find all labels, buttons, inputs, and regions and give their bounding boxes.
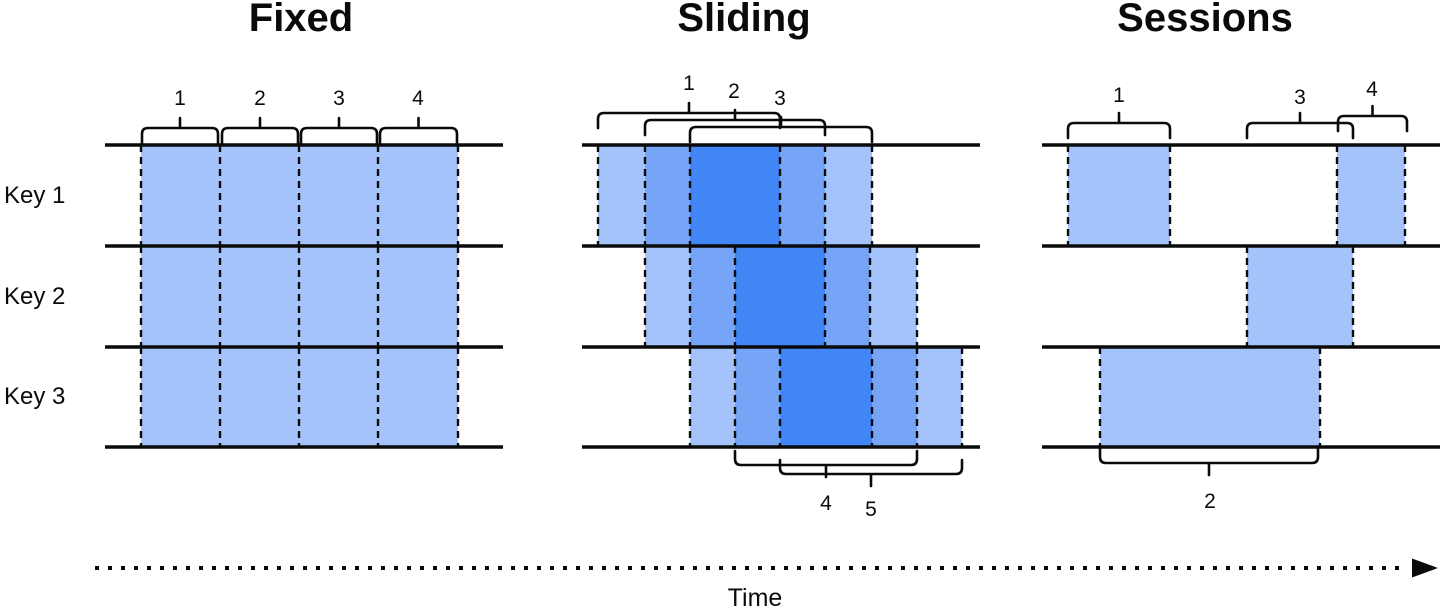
window-rect-light	[378, 145, 458, 246]
window-number-label: 1	[174, 87, 186, 110]
key-3-label: Key 3	[4, 383, 66, 410]
window-brace-top	[643, 108, 827, 137]
window-number-label: 4	[820, 492, 832, 515]
window-rect-medium	[690, 246, 735, 347]
panel-sessions: 1 3 4 2	[1042, 78, 1440, 513]
window-rect-medium	[825, 246, 870, 347]
panel-fixed: 1 2 3 4	[105, 87, 503, 449]
window-brace-top	[1336, 104, 1409, 133]
window-rect-medium	[780, 145, 825, 246]
window-number-label: 4	[1366, 78, 1378, 101]
window-number-label: 3	[774, 87, 786, 110]
window-rect-light	[141, 145, 220, 246]
window-rect-light	[299, 246, 378, 347]
window-number-label: 2	[728, 80, 740, 103]
window-rect-light	[299, 145, 378, 246]
window-number-label: 1	[1113, 84, 1125, 107]
key-2-label: Key 2	[4, 282, 66, 310]
window-rect-medium	[872, 347, 917, 447]
window-number-label: 2	[1204, 490, 1216, 513]
panel-title-fixed: Fixed	[248, 0, 354, 40]
window-rect-light	[1247, 246, 1353, 347]
time-axis-label: Time	[727, 584, 783, 612]
window-rect-light	[220, 145, 299, 246]
time-axis-arrowhead-icon	[1412, 558, 1438, 578]
window-rect-light	[690, 347, 735, 447]
window-number-label: 3	[333, 87, 345, 110]
window-number-label: 5	[865, 498, 877, 521]
window-brace-top	[140, 116, 220, 145]
window-rect-light	[299, 347, 378, 447]
window-brace-bottom	[778, 458, 964, 488]
window-brace-top	[1066, 111, 1172, 140]
window-rect-light	[870, 246, 917, 347]
window-rect-light	[917, 347, 962, 447]
window-number-label: 2	[254, 87, 266, 110]
window-brace-top	[688, 115, 874, 144]
window-rect-light	[1100, 347, 1320, 447]
window-rect-light	[1068, 145, 1170, 246]
window-brace-top	[596, 101, 782, 130]
key-1-label: Key 1	[4, 181, 66, 209]
panel-title-sliding: Sliding	[677, 0, 811, 40]
panel-sliding: 1 2 3 4 5	[582, 72, 980, 521]
window-brace-top	[1245, 111, 1355, 140]
window-rect-light	[1337, 145, 1405, 246]
window-number-label: 1	[683, 72, 695, 95]
window-brace-top	[299, 116, 379, 145]
window-rect-dark	[735, 246, 825, 347]
window-rect-light	[141, 347, 220, 447]
window-rect-dark	[690, 145, 780, 246]
window-number-label: 3	[1294, 86, 1306, 109]
window-brace-top	[220, 116, 300, 145]
window-rect-medium	[645, 145, 690, 246]
window-rect-light	[645, 246, 690, 347]
window-rect-light	[220, 347, 299, 447]
window-rect-dark	[780, 347, 872, 447]
window-rect-light	[141, 246, 220, 347]
window-brace-bottom	[1098, 447, 1320, 477]
window-rect-light	[378, 347, 458, 447]
window-rect-medium	[735, 347, 780, 447]
window-rect-light	[825, 145, 872, 246]
panel-title-sessions: Sessions	[1117, 0, 1293, 40]
window-rect-light	[598, 145, 645, 246]
window-rect-light	[220, 246, 299, 347]
window-number-label: 4	[412, 87, 424, 110]
window-rect-light	[378, 246, 458, 347]
window-brace-top	[378, 116, 459, 145]
